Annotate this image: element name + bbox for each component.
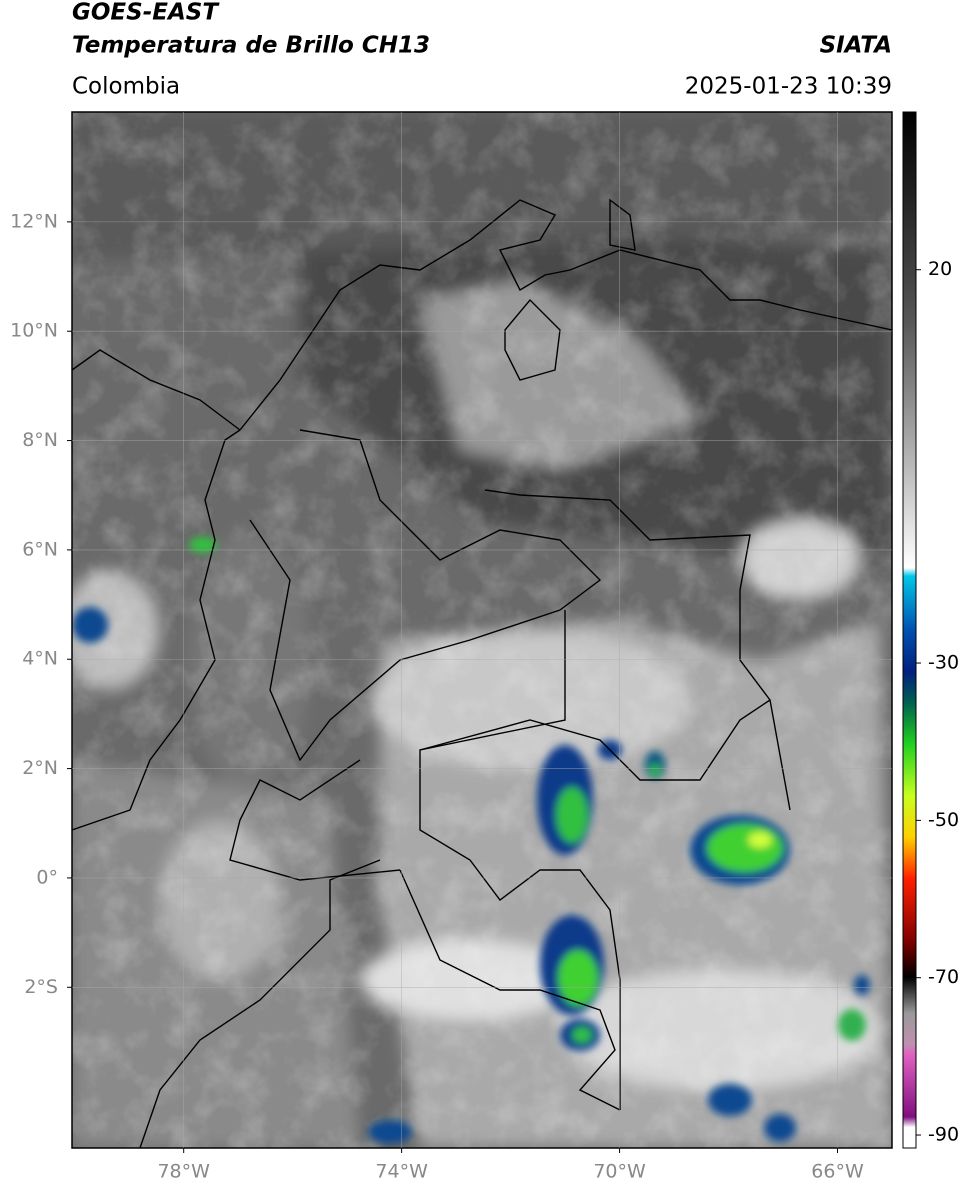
y-tick-label: 2°S: [24, 976, 58, 998]
y-tick-label: 6°N: [22, 538, 58, 560]
source: SIATA: [820, 33, 892, 59]
plot-frame: [71, 111, 893, 1149]
x-tick-label: 66°W: [811, 1161, 864, 1183]
y-tick-label: 10°N: [10, 320, 58, 342]
y-tick-label: 2°N: [22, 757, 58, 779]
y-tick-label: 12°N: [10, 210, 58, 232]
colorbar-tick-label: -30: [928, 652, 959, 674]
colorbar-tick-label: -50: [928, 809, 959, 831]
region: Colombia: [72, 74, 180, 100]
y-tick-label: 4°N: [22, 648, 58, 670]
colorbar-tick-label: 20: [928, 258, 952, 280]
colorbar-tick-label: -70: [928, 966, 959, 988]
datetime: 2025-01-23 10:39: [685, 74, 892, 100]
x-tick-label: 78°W: [157, 1161, 210, 1183]
title-line: GOES-EAST: [72, 0, 220, 26]
y-tick-label: 0°: [36, 866, 58, 888]
satellite-image: [72, 112, 892, 1148]
y-tick-label: 8°N: [22, 429, 58, 451]
x-tick-label: 70°W: [593, 1161, 646, 1183]
colorbar: [902, 111, 917, 1149]
colorbar-tick-label: -90: [928, 1124, 959, 1146]
x-tick-label: 74°W: [375, 1161, 428, 1183]
title-line: Temperatura de Brillo CH13: [72, 33, 430, 59]
